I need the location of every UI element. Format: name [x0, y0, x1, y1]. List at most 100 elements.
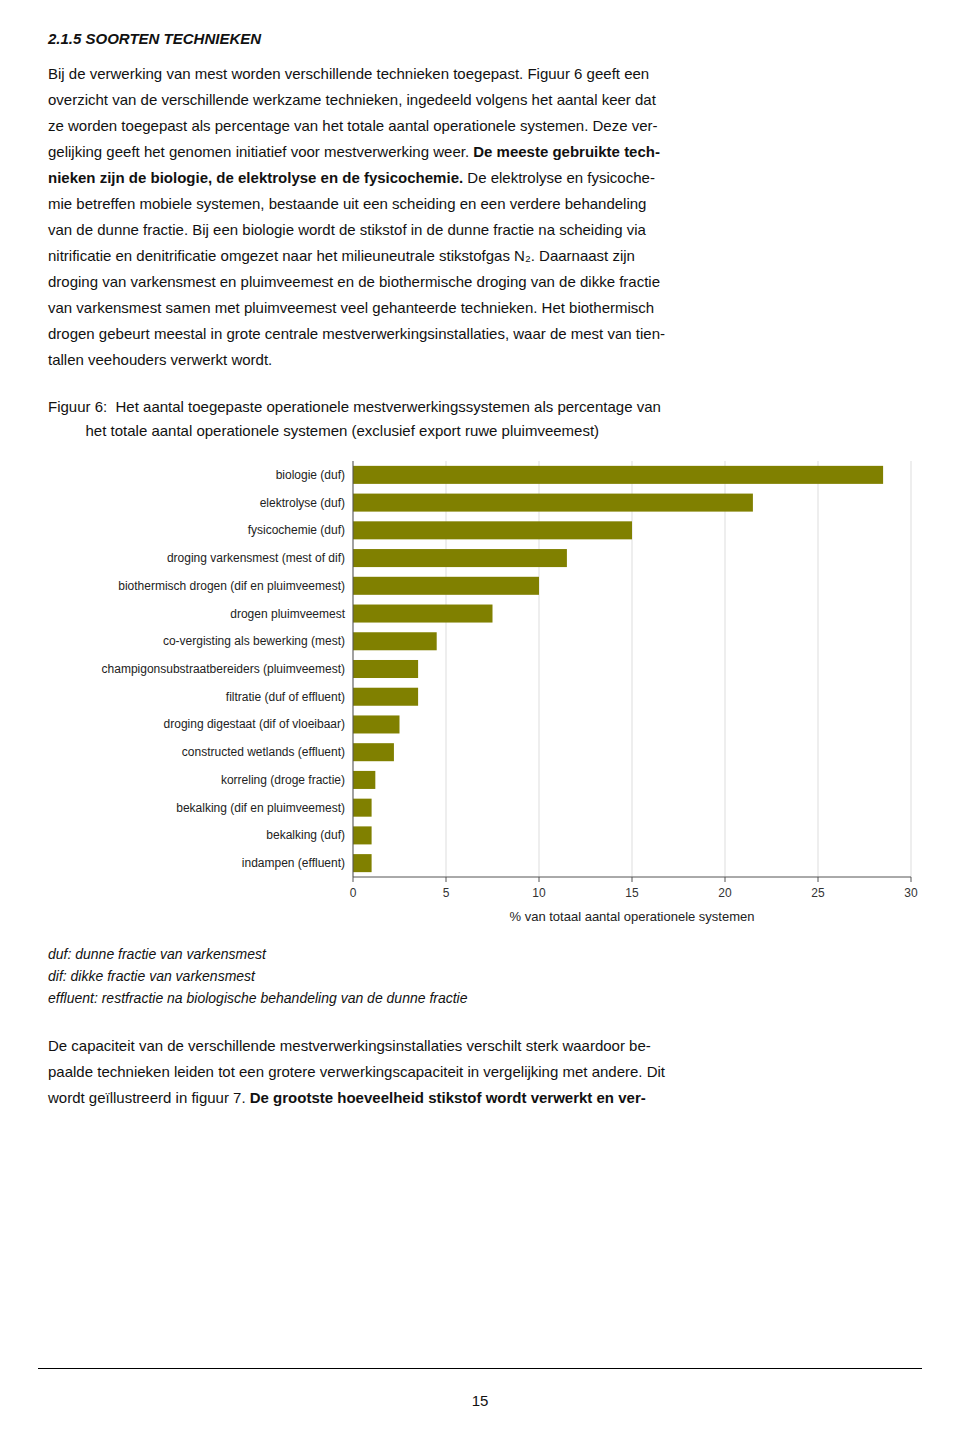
divider-line: [38, 1368, 922, 1369]
x-axis-line: [353, 877, 911, 878]
category-label: co-vergisting als bewerking (mest): [163, 634, 345, 648]
text-line: van de dunne fractie. Bij een biologie w…: [48, 217, 931, 243]
body-text: Bij de verwerking van mest worden versch…: [48, 65, 649, 82]
category-label: filtratie (duf of effluent): [226, 690, 345, 704]
caption-subtitle: het totale aantal operationele systemen …: [48, 419, 931, 443]
bar: [353, 715, 400, 733]
text-line: nitrificatie en denitrificatie omgezet n…: [48, 243, 931, 269]
bar: [353, 494, 753, 512]
bar: [353, 799, 372, 817]
category-label: drogen pluimveemest: [230, 607, 345, 621]
bold-text: De grootste hoeveelheid stikstof wordt v…: [250, 1089, 646, 1106]
category-label: indampen (effluent): [242, 856, 345, 870]
grid-line: [353, 461, 354, 877]
tick-label: 10: [532, 886, 546, 900]
bar: [353, 632, 437, 650]
category-label: korreling (droge fractie): [221, 773, 345, 787]
tick-mark: [539, 877, 540, 882]
bar: [353, 660, 418, 678]
bar: [353, 743, 394, 761]
bold-text: De meeste gebruikte tech-: [473, 143, 660, 160]
category-label: droging varkensmest (mest of dif): [167, 551, 345, 565]
body-text: paalde technieken leiden tot een grotere…: [48, 1063, 665, 1080]
page-body: {"heading": "2.1.5 SOORTEN TECHNIEKEN", …: [0, 0, 960, 1432]
footnotes: duf: dunne fractie van varkensmestdif: d…: [48, 943, 931, 1009]
y-axis-line: [353, 461, 354, 877]
tick-mark: [911, 877, 912, 882]
bar: [353, 826, 372, 844]
body-text: nitrificatie en denitrificatie omgezet n…: [48, 247, 635, 264]
body-text: De elektrolyse en fysicoche-: [463, 169, 655, 186]
grid-line: [818, 461, 819, 877]
bottom-paragraph: De capaciteit van de verschillende mestv…: [48, 1033, 931, 1111]
body-text: gelijking geeft het genomen initiatief v…: [48, 143, 473, 160]
category-label: droging digestaat (dif of vloeibaar): [164, 717, 345, 731]
grid-line: [911, 461, 912, 877]
figure-caption: Figuur 6: Het aantal toegepaste operatio…: [48, 395, 931, 443]
category-label: bekalking (duf): [266, 828, 345, 842]
footnote: effluent: restfractie na biologische beh…: [48, 987, 931, 1009]
bold-text: nieken zijn de biologie, de elektrolyse …: [48, 169, 463, 186]
bar: [353, 549, 567, 567]
body-text: van varkensmest samen met pluimveemest v…: [48, 299, 654, 316]
text-line: ze worden toegepast als percentage van h…: [48, 113, 931, 139]
x-ticks: 0 5 10 15 20 25 30: [350, 877, 918, 900]
bars: [353, 466, 883, 872]
category-label: champigonsubstraatbereiders (pluimveemes…: [102, 662, 345, 676]
bar-chart: 0 5 10 15 20 25 30 biologie (duf) elektrolyse (d…: [48, 453, 931, 933]
text-line: wordt geïllustreerd in figuur 7. De groo…: [48, 1085, 931, 1111]
body-text: overzicht van de verschillende werkzame …: [48, 91, 656, 108]
bar: [353, 854, 372, 872]
tick-mark: [818, 877, 819, 882]
footnote: duf: dunne fractie van varkensmest: [48, 943, 931, 965]
bar: [353, 577, 539, 595]
grid: [353, 461, 911, 877]
page-number: 15: [0, 1392, 960, 1409]
category-label: biothermisch drogen (dif en pluimveemest…: [118, 579, 345, 593]
tick-label: 0: [350, 886, 357, 900]
tick-label: 15: [625, 886, 639, 900]
text-line: tallen veehouders verwerkt wordt.: [48, 347, 931, 373]
bar: [353, 688, 418, 706]
text-line: nieken zijn de biologie, de elektrolyse …: [48, 165, 931, 191]
category-label: fysicochemie (duf): [248, 523, 345, 537]
tick-mark: [446, 877, 447, 882]
text-line: De capaciteit van de verschillende mestv…: [48, 1033, 931, 1059]
tick-label: 20: [718, 886, 732, 900]
text-line: droging van varkensmest en pluimveemest …: [48, 269, 931, 295]
category-label: bekalking (dif en pluimveemest): [176, 801, 345, 815]
body-text: drogen gebeurt meestal in grote centrale…: [48, 325, 665, 342]
tick-mark: [632, 877, 633, 882]
body-text: droging van varkensmest en pluimveemest …: [48, 273, 660, 290]
text-line: mie betreffen mobiele systemen, bestaand…: [48, 191, 931, 217]
x-axis-label: % van totaal aantal operationele systeme…: [510, 909, 755, 924]
tick-label: 5: [443, 886, 450, 900]
tick-label: 25: [811, 886, 825, 900]
body-text: mie betreffen mobiele systemen, bestaand…: [48, 195, 646, 212]
text-line: van varkensmest samen met pluimveemest v…: [48, 295, 931, 321]
tick-mark: [353, 877, 354, 882]
heading: 2.1.5 SOORTEN TECHNIEKEN: [48, 30, 931, 47]
category-label: elektrolyse (duf): [260, 496, 345, 510]
bar: [353, 521, 632, 539]
tick-label: 30: [904, 886, 918, 900]
y-labels: biologie (duf) elektrolyse (duf) fysicoche…: [102, 468, 346, 870]
bar: [353, 771, 375, 789]
text-line: paalde technieken leiden tot een grotere…: [48, 1059, 931, 1085]
body-text: tallen veehouders verwerkt wordt.: [48, 351, 272, 368]
category-label: constructed wetlands (effluent): [182, 745, 345, 759]
page-content: 2.1.5 SOORTEN TECHNIEKEN Bij de verwerkin…: [48, 30, 931, 1111]
text-line: overzicht van de verschillende werkzame …: [48, 87, 931, 113]
bar: [353, 466, 883, 484]
text-line: gelijking geeft het genomen initiatief v…: [48, 139, 931, 165]
category-label: biologie (duf): [276, 468, 345, 482]
body-text: De capaciteit van de verschillende mestv…: [48, 1037, 651, 1054]
body-text: wordt geïllustreerd in figuur 7.: [48, 1089, 250, 1106]
body-text: ze worden toegepast als percentage van h…: [48, 117, 658, 134]
footnote: dif: dikke fractie van varkensmest: [48, 965, 931, 987]
text-line: drogen gebeurt meestal in grote centrale…: [48, 321, 931, 347]
body-text: van de dunne fractie. Bij een biologie w…: [48, 221, 646, 238]
body-paragraph: Bij de verwerking van mest worden versch…: [48, 61, 931, 373]
tick-mark: [725, 877, 726, 882]
bar: [353, 605, 493, 623]
